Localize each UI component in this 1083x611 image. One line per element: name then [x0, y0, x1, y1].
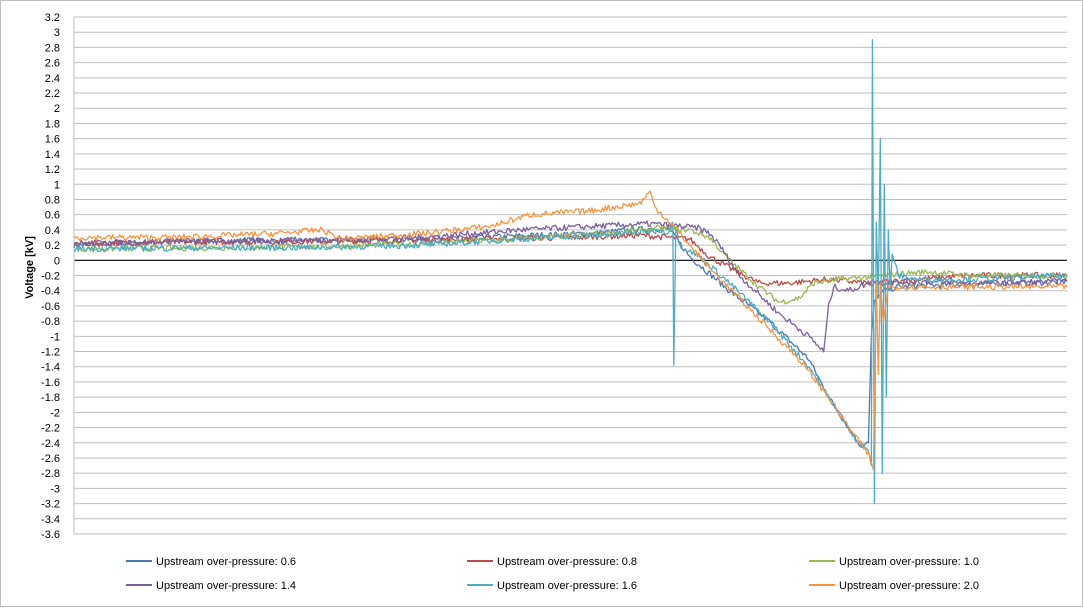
y-tick-label: 1.8	[45, 118, 60, 130]
y-axis-label: Voltage [kV]	[24, 236, 36, 299]
y-tick-label: -3.4	[41, 514, 60, 526]
y-tick-label: -0.4	[41, 286, 60, 298]
series-line-1	[73, 225, 1068, 449]
series-line-2	[73, 231, 1068, 287]
y-tick-label: 2.6	[45, 58, 60, 70]
y-tick-label: -1	[50, 331, 60, 343]
y-tick-label: -0.2	[41, 271, 60, 283]
y-tick-label: -3.6	[41, 529, 60, 541]
y-tick-label: 3.2	[45, 12, 60, 24]
series-lines	[73, 39, 1068, 505]
gridlines	[74, 16, 1067, 535]
y-tick-label: -1.4	[41, 362, 60, 374]
y-tick-label: 0.2	[45, 240, 60, 252]
y-tick-label: 3	[54, 27, 60, 39]
y-tick-label: -0.8	[41, 316, 60, 328]
y-axis-ticks: 3.2 3 2.8 2.6 2.4 2.2 2 1.8 1.6 1.4 1.2 1 0.8 0.6 0.4 0…	[41, 12, 60, 541]
y-tick-label: -3.2	[41, 499, 60, 511]
y-tick-label: 1.2	[45, 164, 60, 176]
y-tick-label: -3	[50, 483, 60, 495]
y-tick-label: -1.2	[41, 347, 60, 359]
y-tick-label: 0.6	[45, 210, 60, 222]
y-tick-label: -1.6	[41, 377, 60, 389]
y-tick-label: 0	[54, 255, 60, 267]
legend-label: Upstream over-pressure: 2.0	[839, 580, 979, 592]
y-tick-label: -2	[50, 407, 60, 419]
y-tick-label: -2.6	[41, 453, 60, 465]
y-tick-label: 1.4	[45, 149, 60, 161]
y-tick-label: -0.6	[41, 301, 60, 313]
legend: Upstream over-pressure: 0.6 Upstream over…	[126, 556, 979, 592]
y-tick-label: 1	[54, 179, 60, 191]
y-tick-label: 0.8	[45, 194, 60, 206]
series-line-5	[73, 39, 1068, 505]
legend-label: Upstream over-pressure: 0.8	[497, 556, 637, 568]
series-line-4	[73, 220, 1068, 353]
series-line-6	[73, 190, 1068, 471]
legend-label: Upstream over-pressure: 0.6	[156, 556, 296, 568]
y-tick-label: 2.2	[45, 88, 60, 100]
y-tick-label: 1.6	[45, 134, 60, 146]
y-tick-label: -1.8	[41, 392, 60, 404]
y-tick-label: -2.2	[41, 423, 60, 435]
y-tick-label: -2.4	[41, 438, 60, 450]
legend-label: Upstream over-pressure: 1.6	[497, 580, 637, 592]
y-tick-label: 0.4	[45, 225, 60, 237]
y-tick-label: -2.8	[41, 468, 60, 480]
y-tick-label: 2	[54, 103, 60, 115]
legend-label: Upstream over-pressure: 1.4	[156, 580, 296, 592]
legend-label: Upstream over-pressure: 1.0	[839, 556, 979, 568]
y-tick-label: 2.8	[45, 42, 60, 54]
y-tick-label: 2.4	[45, 73, 60, 85]
